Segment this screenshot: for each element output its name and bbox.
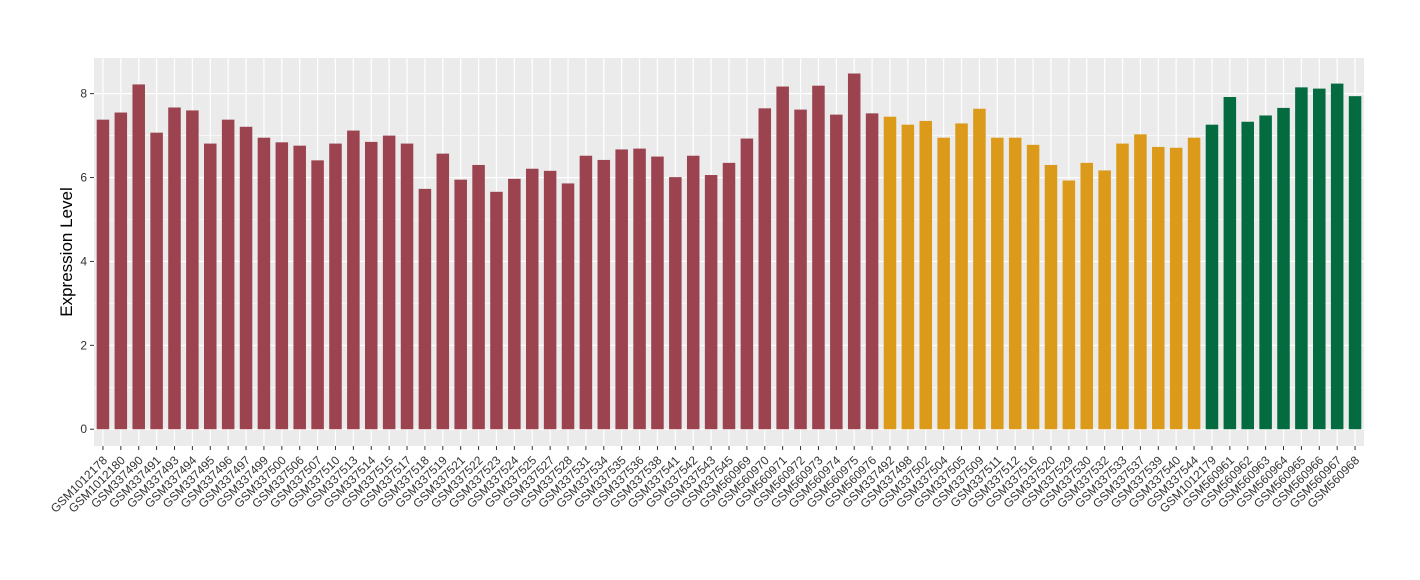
bar-GSM1012180 [114,112,128,430]
bar-GSM337523 [490,191,503,430]
bar-GSM560971 [776,86,789,430]
bar-GSM560967 [1330,83,1344,430]
bar-GSM337494 [186,110,199,430]
bar-GSM337500 [275,142,289,430]
y-tick-label: 2 [80,338,87,352]
bar-GSM337505 [955,123,968,430]
bar-GSM337521 [454,179,467,430]
bar-GSM337524 [508,178,521,430]
bar-GSM337519 [436,153,450,430]
bar-GSM337542 [686,155,700,430]
bar-GSM337492 [883,116,897,430]
bar-GSM337535 [615,149,628,430]
y-tick-label: 0 [80,422,87,436]
bar-GSM337513 [347,130,360,430]
bar-GSM337522 [472,164,485,430]
bar-GSM337495 [204,143,217,430]
bar-GSM560970 [758,108,772,430]
bar-GSM337531 [579,155,593,430]
bar-GSM337532 [1098,170,1111,430]
bar-GSM337506 [293,145,306,430]
bar-GSM337502 [919,120,933,430]
bar-GSM337509 [973,108,986,430]
bar-GSM1012179 [1205,124,1219,430]
bar-GSM337538 [651,156,664,430]
bar-GSM560974 [830,114,843,430]
bar-GSM337510 [329,143,342,430]
bar-GSM560968 [1348,96,1362,430]
bar-GSM337512 [1008,137,1022,430]
bar-GSM337539 [1152,146,1165,430]
bar-GSM337499 [257,137,271,430]
bar-GSM560966 [1313,88,1326,430]
y-tick-label: 8 [80,87,87,101]
bar-GSM337493 [168,107,181,430]
bar-GSM337496 [221,119,235,430]
bar-GSM337498 [901,124,915,430]
bar-GSM337543 [704,175,718,430]
bar-GSM337527 [543,170,557,430]
bar-GSM560973 [812,85,825,430]
bar-GSM337491 [150,132,163,430]
bar-GSM337525 [525,168,539,430]
bar-GSM337514 [364,141,378,430]
bar-GSM337545 [722,162,736,430]
bar-GSM337517 [400,143,414,430]
bar-GSM337511 [991,137,1004,430]
bars-layer [96,73,1362,430]
bar-GSM337537 [1134,134,1147,430]
bar-GSM337507 [311,160,324,430]
bar-GSM560964 [1277,107,1290,430]
bar-GSM337529 [1062,180,1076,430]
bar-GSM337528 [561,183,575,430]
bar-GSM337533 [1116,143,1129,430]
bar-GSM560963 [1259,115,1272,430]
bar-GSM560965 [1295,87,1308,430]
bar-GSM560962 [1241,121,1254,430]
bar-GSM337518 [418,188,432,430]
bar-GSM337520 [1044,164,1058,430]
bar-GSM337536 [633,148,646,430]
bar-GSM560961 [1223,97,1237,430]
bar-GSM337516 [1026,144,1040,430]
bar-GSM337504 [937,137,950,430]
bar-GSM560975 [847,73,861,430]
bar-GSM337490 [132,84,145,430]
bar-GSM337497 [239,126,253,430]
bar-GSM560976 [865,113,879,430]
bar-GSM337544 [1187,137,1201,430]
y-axis-title: Expression Level [57,187,76,316]
y-axis: 0 2 4 6 8 [80,87,94,436]
bar-GSM560969 [740,138,754,430]
y-tick-label: 4 [80,254,87,268]
bar-GSM560972 [794,109,807,430]
x-axis: GSM1012178GSM1012180GSM337490GSM337491GS… [48,446,1362,515]
bar-GSM337540 [1169,147,1183,430]
bar-GSM337534 [597,159,611,430]
y-tick-label: 6 [80,171,87,185]
bar-GSM337530 [1080,162,1094,430]
bar-GSM337541 [669,177,682,430]
bar-GSM337515 [382,135,396,430]
bar-GSM1012178 [96,119,110,430]
